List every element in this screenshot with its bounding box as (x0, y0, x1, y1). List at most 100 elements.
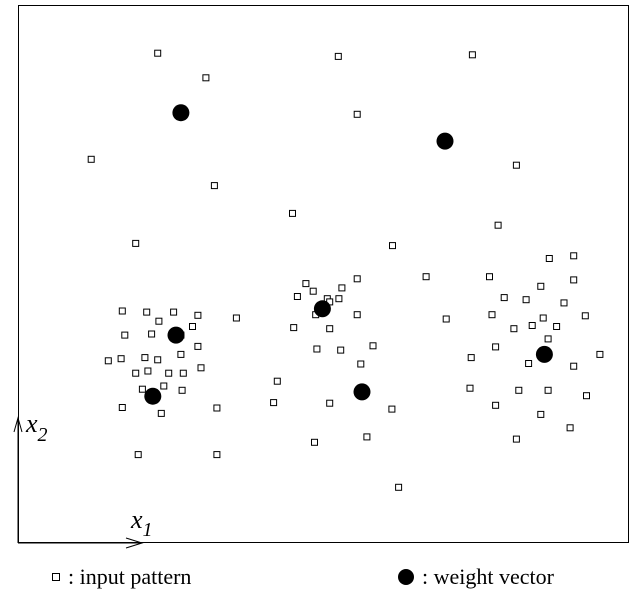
input-pattern-point (154, 356, 162, 364)
input-pattern-point (353, 110, 361, 118)
input-pattern-point (510, 325, 518, 333)
weight-vector-point (172, 104, 190, 122)
legend-input-label: : input pattern (68, 564, 192, 589)
input-pattern-point (178, 386, 186, 394)
input-pattern-point (488, 311, 496, 319)
input-pattern-point (467, 354, 475, 362)
legend-dot-marker (398, 569, 414, 585)
input-pattern-point (202, 74, 210, 82)
input-pattern-point (118, 307, 126, 315)
input-pattern-point (544, 386, 552, 394)
input-pattern-point (289, 209, 296, 217)
input-pattern-point (395, 483, 403, 491)
input-pattern-point (363, 433, 371, 441)
input-pattern-point (581, 312, 589, 320)
input-pattern-point (492, 401, 500, 409)
plot-frame (18, 5, 629, 543)
input-pattern-point (525, 360, 533, 367)
input-pattern-point (232, 314, 240, 322)
input-pattern-point (144, 367, 152, 375)
input-pattern-point (537, 410, 545, 418)
weight-vector-point (436, 132, 454, 150)
input-pattern-point (309, 287, 317, 295)
input-pattern-point (515, 386, 523, 394)
legend-weight-label: : weight vector (422, 564, 554, 589)
weight-vector-point (313, 300, 331, 318)
input-pattern-point (522, 296, 530, 304)
input-pattern-point (388, 405, 396, 413)
input-pattern-point (337, 346, 345, 354)
input-pattern-point (155, 317, 163, 325)
weight-vector-point (535, 345, 553, 363)
y-axis-label-sub: 2 (38, 424, 48, 446)
input-pattern-point (442, 315, 450, 323)
input-pattern-point (197, 364, 205, 372)
input-pattern-point (583, 392, 590, 400)
input-pattern-point (389, 242, 396, 250)
input-pattern-point (570, 362, 578, 370)
input-pattern-point (334, 52, 342, 60)
input-pattern-point (422, 273, 430, 281)
input-pattern-point (121, 331, 129, 339)
data-marks (87, 49, 604, 491)
input-pattern-point (132, 369, 140, 377)
input-pattern-point (104, 357, 112, 365)
input-pattern-point (302, 280, 310, 288)
input-pattern-point (273, 377, 281, 385)
input-pattern-point (170, 308, 178, 316)
input-pattern-point (537, 282, 545, 290)
input-pattern-point (512, 435, 520, 443)
input-pattern-point (560, 299, 568, 307)
input-pattern-point (338, 284, 346, 292)
input-pattern-point (528, 322, 536, 329)
input-pattern-point (353, 311, 361, 319)
input-pattern-point (326, 399, 334, 407)
input-pattern-point (141, 354, 149, 362)
input-pattern-point (213, 404, 221, 412)
input-pattern-point (148, 330, 156, 338)
weight-vector-point (353, 383, 371, 401)
input-pattern-point (369, 342, 377, 350)
input-pattern-point (553, 323, 561, 330)
input-pattern-point (117, 355, 125, 363)
input-pattern-point (177, 350, 185, 358)
input-pattern-point (468, 51, 476, 59)
legend-square-marker (52, 573, 60, 581)
weight-vector-point (144, 387, 162, 405)
x-axis-label-sub: 1 (143, 519, 153, 541)
input-pattern-point (313, 345, 321, 353)
input-pattern-point (194, 311, 202, 319)
input-pattern-point (544, 335, 552, 343)
input-pattern-point (311, 438, 318, 446)
y-axis-arrowhead (13, 416, 23, 433)
input-pattern-point (486, 273, 493, 281)
input-pattern-point (596, 350, 604, 358)
legend-weight-vector: : weight vector (398, 562, 554, 592)
input-pattern-point (134, 451, 142, 459)
input-pattern-point (132, 239, 140, 247)
x-axis-arrowhead (125, 537, 144, 549)
input-pattern-point (210, 182, 218, 190)
input-pattern-point (213, 451, 221, 459)
input-pattern-point (466, 384, 474, 392)
input-pattern-point (566, 424, 574, 432)
input-pattern-point (87, 155, 95, 163)
input-pattern-point (492, 343, 500, 351)
input-pattern-point (326, 325, 334, 333)
input-pattern-point (165, 369, 173, 377)
input-pattern-point (335, 295, 343, 303)
input-pattern-point (194, 342, 202, 350)
weight-vector-point (167, 326, 185, 344)
x-axis-label: x1 (130, 505, 153, 541)
input-pattern-point (179, 369, 187, 377)
y-axis-label: x2 (25, 409, 48, 446)
input-pattern-point (160, 382, 168, 390)
input-pattern-point (545, 255, 553, 262)
input-pattern-point (357, 360, 365, 368)
input-pattern-point (270, 399, 278, 407)
input-pattern-point (118, 404, 126, 411)
input-pattern-point (570, 276, 578, 284)
input-pattern-point (154, 49, 162, 57)
input-pattern-point (512, 161, 520, 169)
